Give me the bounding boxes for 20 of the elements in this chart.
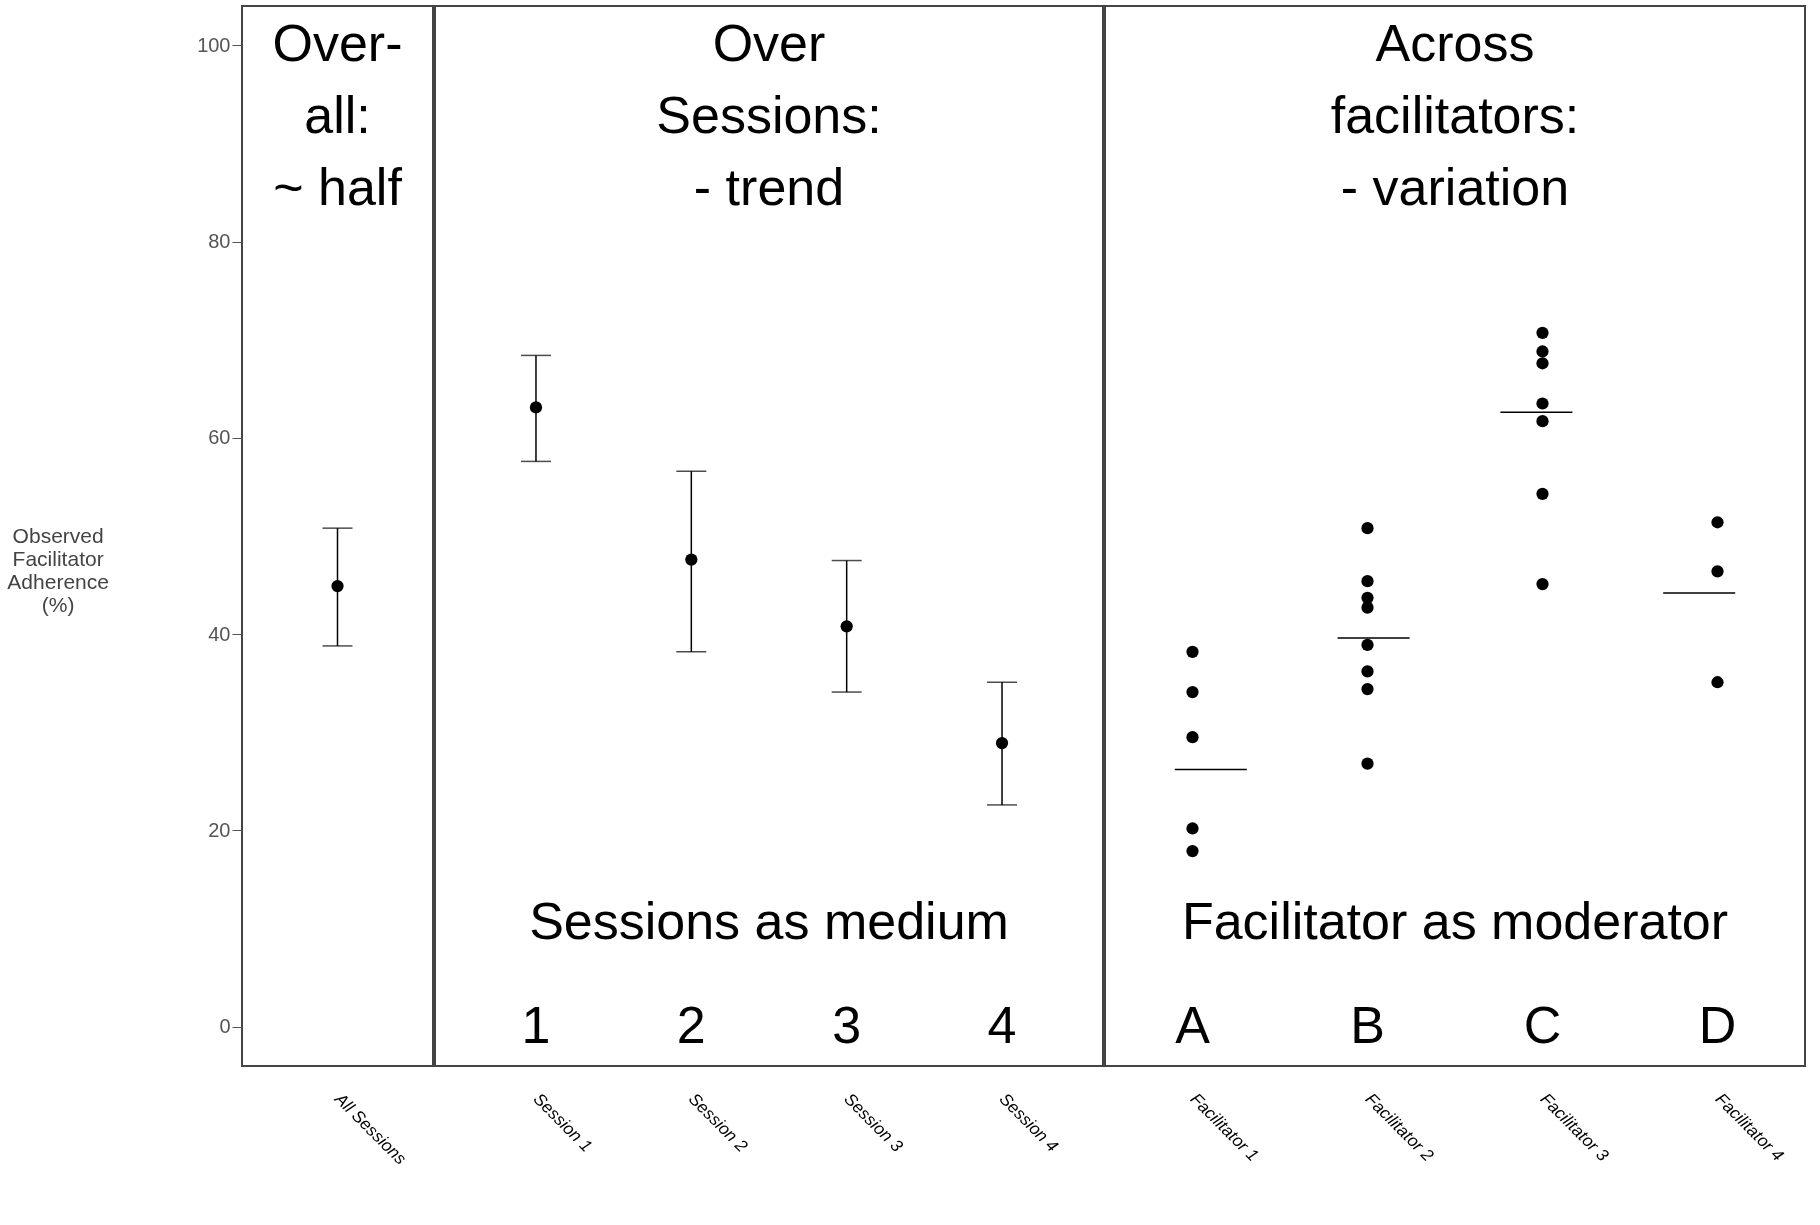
annotation: C [1523,995,1562,1054]
annotation: Across facilitators: - variation [1330,14,1580,216]
y-tick-label: 40 [208,622,231,645]
annotation: 3 [832,995,862,1054]
annotation: D [1698,995,1737,1054]
annotation: Sessions as medium [529,891,1009,950]
y-tick-label: 0 [219,1015,231,1038]
annotation: Over- all: ~ half [272,14,403,216]
annotation: A [1175,995,1211,1054]
y-tick-label: 20 [208,818,231,841]
annotation: Over Sessions: - trend [656,14,882,216]
y-tick-label: 60 [208,426,231,449]
annotation: Facilitator as moderator [1181,891,1729,950]
y-axis-title: Observed Facilitator Adherence (%) [7,523,109,616]
annotation: B [1350,995,1385,1054]
y-tick-label: 100 [197,33,231,56]
y-tick-label: 80 [208,230,231,253]
annotation: 1 [521,995,551,1054]
annotation: 2 [676,995,706,1054]
annotation: 4 [987,995,1017,1054]
